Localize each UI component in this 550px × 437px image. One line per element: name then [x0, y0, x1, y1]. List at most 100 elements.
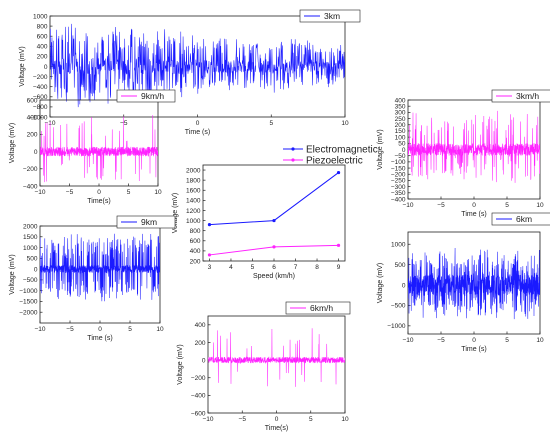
- series-point: [336, 170, 341, 175]
- y-tick-label: 400: [27, 115, 38, 122]
- signal-trace: [208, 328, 345, 387]
- legend-box: [299, 9, 361, 23]
- x-tick-label: −5: [437, 337, 445, 344]
- x-tick-label: 6: [272, 264, 276, 271]
- x-tick-label: 5: [505, 202, 509, 209]
- y-tick-label: −600: [191, 410, 206, 417]
- legend-label: 9km/h: [141, 91, 164, 101]
- legend-label: 3km/h: [516, 91, 539, 101]
- y-tick-label: −250: [391, 178, 406, 185]
- y-axis-label: Voltage (mV): [377, 129, 384, 169]
- y-tick-label: 600: [37, 34, 48, 41]
- x-axis-label: Time (s): [461, 346, 486, 353]
- y-tick-label: −200: [33, 74, 48, 81]
- y-tick-label: 200: [190, 258, 201, 265]
- x-tick-label: −10: [34, 189, 45, 196]
- y-tick-label: 1600: [186, 188, 201, 195]
- x-tick-label: 9: [337, 264, 341, 271]
- y-tick-label: −200: [23, 166, 38, 173]
- legend-label: 9km: [141, 217, 157, 227]
- y-tick-label: 150: [395, 128, 406, 135]
- chart-pSpeed: 3 4 5 6 7 8 9 200 400 600 800 1000 1200 1400 1600 1800 2…: [172, 145, 378, 281]
- y-tick-label: 0: [34, 266, 38, 273]
- x-tick-label: 10: [156, 326, 164, 333]
- y-tick-label: 200: [395, 122, 406, 129]
- x-axis-label: Time (s): [185, 129, 210, 136]
- chart-p6kmEM: −10 −5 0 5 10 −1000 −500 0 500 1000 Time (s) Voltag…: [377, 212, 550, 353]
- signal-trace: [408, 247, 540, 320]
- legend-label: Piezoelectric: [306, 156, 363, 167]
- legend-marker: [291, 158, 295, 162]
- x-tick-label: −10: [402, 337, 413, 344]
- series-line: [209, 172, 339, 226]
- y-tick-label: −2000: [19, 310, 38, 317]
- y-tick-label: −1000: [387, 323, 406, 330]
- y-tick-label: −400: [191, 393, 206, 400]
- y-tick-label: −50: [394, 153, 405, 160]
- y-axis-label: Voltage (mV): [177, 344, 184, 384]
- chart-p6kmPZ: −10 −5 0 5 10 −600 −400 −200 0 200 400 Time(s) Volta…: [177, 301, 351, 432]
- legend: 9km: [116, 215, 176, 229]
- legend-box: [116, 89, 176, 103]
- y-tick-label: 0: [44, 64, 48, 71]
- y-tick-label: −100: [391, 159, 406, 166]
- signal-trace: [50, 23, 345, 108]
- y-tick-label: −600: [33, 94, 48, 101]
- y-axis-label: Voltage (mV): [377, 263, 384, 303]
- x-tick-label: 7: [294, 264, 298, 271]
- y-tick-label: 400: [37, 44, 48, 51]
- x-axis-label: Time(s): [265, 425, 288, 432]
- y-tick-label: −300: [391, 184, 406, 191]
- y-tick-label: 200: [195, 340, 206, 347]
- y-tick-label: −350: [391, 190, 406, 197]
- y-tick-label: 1000: [33, 13, 48, 20]
- y-tick-label: 200: [27, 132, 38, 139]
- x-tick-label: 5: [505, 337, 509, 344]
- y-tick-label: 0: [402, 282, 406, 289]
- y-tick-label: −500: [23, 277, 38, 284]
- x-tick-label: 10: [341, 416, 349, 423]
- y-axis-label: Voltage (mV): [172, 193, 179, 233]
- chart-p3kmPZ: −10 −5 0 5 10−400−350−300−250−200−150−100−50…: [377, 89, 550, 218]
- y-tick-label: 500: [395, 262, 406, 269]
- y-tick-label: −150: [391, 165, 406, 172]
- x-tick-label: 5: [309, 416, 313, 423]
- y-tick-label: 400: [395, 97, 406, 104]
- series-point: [207, 253, 212, 257]
- x-tick-label: −10: [34, 326, 45, 333]
- legend-label: 3km: [324, 11, 340, 21]
- x-tick-label: 5: [251, 264, 255, 271]
- y-tick-label: 2000: [186, 167, 201, 174]
- y-axis-label: Voltage (mV): [9, 123, 16, 163]
- y-tick-label: −200: [191, 375, 206, 382]
- x-tick-label: 0: [472, 337, 476, 344]
- y-tick-label: −400: [33, 84, 48, 91]
- y-tick-label: 1000: [186, 218, 201, 225]
- x-tick-label: 0: [472, 202, 476, 209]
- y-tick-label: 1400: [186, 198, 201, 205]
- y-tick-label: 100: [395, 134, 406, 141]
- y-tick-label: −400: [391, 196, 406, 203]
- y-tick-label: 400: [190, 248, 201, 255]
- y-tick-label: 250: [395, 116, 406, 123]
- y-tick-label: 500: [27, 256, 38, 263]
- y-tick-label: 0: [34, 149, 38, 156]
- y-tick-label: 0: [202, 357, 206, 364]
- x-tick-label: 10: [154, 189, 162, 196]
- x-tick-label: 8: [315, 264, 319, 271]
- legend-label: Electromagnetic: [306, 145, 378, 156]
- legend: 3km: [299, 9, 361, 23]
- series-point: [336, 243, 341, 247]
- y-tick-label: 800: [37, 23, 48, 30]
- x-tick-label: −5: [66, 326, 74, 333]
- x-tick-label: 5: [127, 189, 131, 196]
- y-tick-label: 1200: [186, 208, 201, 215]
- x-tick-label: 0: [275, 416, 279, 423]
- legend: 6km/h: [285, 301, 351, 315]
- y-tick-label: 300: [395, 110, 406, 117]
- y-tick-label: 1000: [391, 242, 406, 249]
- chart-p9kmPZ: −10 −5 0 5 10 −400 −200 0 200 400 600 Time(s) Voltag…: [9, 89, 176, 205]
- plot-frame: [207, 315, 346, 414]
- x-axis-label: Time(s): [87, 198, 110, 205]
- y-axis-label: Voltage (mV): [19, 46, 26, 86]
